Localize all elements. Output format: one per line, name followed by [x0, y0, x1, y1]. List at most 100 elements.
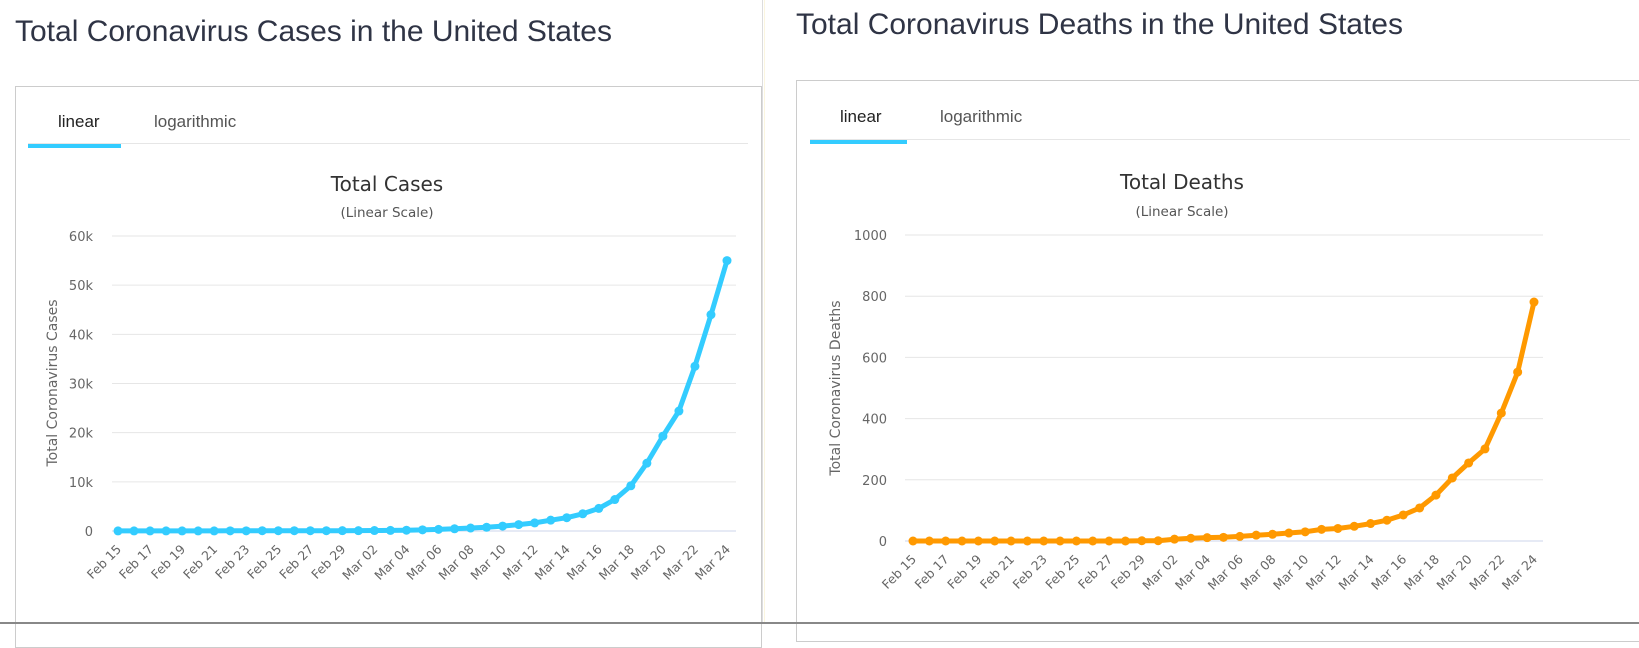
deaths-data-point [1153, 536, 1163, 546]
cases-data-point [385, 525, 395, 535]
deaths-data-point [1513, 367, 1523, 377]
deaths-chart-card [796, 80, 1639, 642]
deaths-data-point [1431, 490, 1441, 500]
deaths-x-tick-label: Mar 20 [1433, 551, 1474, 592]
cases-data-point [578, 509, 588, 519]
deaths-y-tick-label: 0 [879, 535, 887, 550]
deaths-data-point [1186, 533, 1196, 543]
cases-data-point [257, 526, 267, 536]
cases-data-point [690, 361, 700, 371]
cases-data-point [466, 523, 476, 533]
deaths-y-axis-label: Total Coronavirus Deaths [828, 300, 844, 476]
deaths-data-point [1447, 473, 1457, 483]
deaths-chart-subtitle: (Linear Scale) [1135, 204, 1228, 220]
deaths-data-point [1022, 536, 1032, 546]
deaths-data-point [1251, 530, 1261, 540]
cases-chart-subtitle: (Linear Scale) [340, 205, 433, 221]
deaths-data-point [973, 536, 983, 546]
deaths-data-point [1006, 536, 1016, 546]
cases-tab-logarithmic[interactable]: logarithmic [154, 112, 237, 131]
deaths-x-tick-label: Feb 23 [1010, 552, 1050, 592]
cases-tab-active-indicator [28, 144, 121, 148]
cases-data-point [530, 518, 540, 528]
cases-data-point [434, 524, 444, 534]
deaths-x-tick-label: Mar 06 [1205, 551, 1246, 592]
cases-y-tick-label: 10k [69, 476, 94, 491]
deaths-data-point [1529, 297, 1539, 307]
deaths-data-point [908, 536, 918, 546]
cases-data-point [626, 481, 636, 491]
deaths-x-tick-label: Mar 18 [1401, 551, 1442, 592]
deaths-y-tick-label: 600 [862, 351, 887, 366]
deaths-data-point [1219, 532, 1228, 542]
deaths-data-point [1071, 536, 1081, 546]
cases-data-point [209, 526, 219, 536]
deaths-y-tick-label: 400 [862, 413, 887, 428]
cases-data-point [337, 526, 347, 536]
deaths-data-point [1333, 523, 1343, 533]
cases-data-point [161, 526, 171, 536]
deaths-data-point [1317, 524, 1327, 534]
cases-data-point [321, 526, 331, 536]
deaths-data-point [1366, 519, 1376, 529]
cases-data-point [706, 310, 716, 320]
cases-data-point [177, 526, 187, 536]
deaths-x-tick-label: Mar 22 [1466, 552, 1507, 593]
deaths-data-point [1284, 528, 1294, 538]
cases-data-point [369, 526, 379, 536]
deaths-chart-title: Total Deaths [1119, 170, 1244, 194]
deaths-tab-linear[interactable]: linear [840, 107, 882, 126]
cases-tab-linear[interactable]: linear [58, 112, 100, 131]
deaths-series-line [910, 299, 1537, 544]
deaths-x-tick-label: Feb 27 [1075, 552, 1115, 592]
deaths-data-point [1349, 521, 1359, 531]
deaths-data-point [1382, 515, 1392, 525]
deaths-data-point [1104, 536, 1114, 546]
deaths-data-point [1300, 527, 1310, 537]
cases-data-point [610, 495, 620, 505]
cases-data-point [225, 526, 235, 536]
deaths-x-tick-label: Mar 24 [1499, 551, 1540, 592]
cases-data-point [113, 526, 123, 536]
deaths-data-point [1120, 536, 1130, 546]
deaths-x-tick-label: Mar 02 [1139, 552, 1180, 593]
deaths-data-point [1398, 510, 1408, 520]
panel-divider-accent [764, 0, 765, 624]
deaths-y-tick-label: 200 [862, 474, 887, 489]
cases-y-tick-label: 30k [69, 378, 94, 393]
deaths-data-point [1464, 458, 1474, 468]
deaths-data-point [1415, 503, 1425, 513]
deaths-x-tick-label: Feb 19 [944, 551, 984, 591]
cases-y-tick-label: 20k [69, 427, 94, 442]
cases-tab-divider [28, 143, 748, 144]
cases-data-point [289, 526, 299, 536]
deaths-data-point [1235, 531, 1245, 541]
deaths-data-point [924, 536, 934, 546]
deaths-data-point [1039, 536, 1049, 546]
deaths-x-tick-label: Mar 08 [1237, 551, 1278, 592]
deaths-x-tick-label: Mar 12 [1303, 552, 1344, 593]
cases-data-point [562, 513, 572, 523]
cases-data-point [674, 406, 684, 416]
deaths-x-tick-label: Mar 10 [1270, 551, 1311, 592]
deaths-tab-divider [810, 139, 1630, 140]
cases-chart: Total Cases (Linear Scale) 0 10k 20k 30k 40k 50… [45, 172, 736, 583]
deaths-data-point [1169, 534, 1179, 544]
deaths-data-point [1480, 444, 1490, 454]
deaths-x-tick-label: Feb 21 [977, 552, 1017, 592]
cases-data-point [514, 520, 524, 530]
cases-chart-card [15, 86, 762, 648]
panel-divider [762, 0, 763, 624]
cases-data-point [498, 521, 508, 531]
cases-y-tick-label: 0 [85, 525, 93, 540]
deaths-data-point [1055, 536, 1065, 546]
deaths-x-tick-label: Feb 17 [911, 552, 951, 592]
deaths-data-point [941, 536, 951, 546]
deaths-data-point [1268, 529, 1278, 539]
cases-data-point [642, 458, 652, 468]
deaths-chart: Total Deaths (Linear Scale) 0 200 400 600 800 1… [828, 170, 1543, 593]
deaths-tab-logarithmic[interactable]: logarithmic [940, 107, 1023, 126]
cases-y-tick-label: 50k [69, 279, 94, 294]
deaths-x-tick-label: Feb 25 [1042, 552, 1082, 592]
deaths-data-point [1137, 536, 1147, 546]
